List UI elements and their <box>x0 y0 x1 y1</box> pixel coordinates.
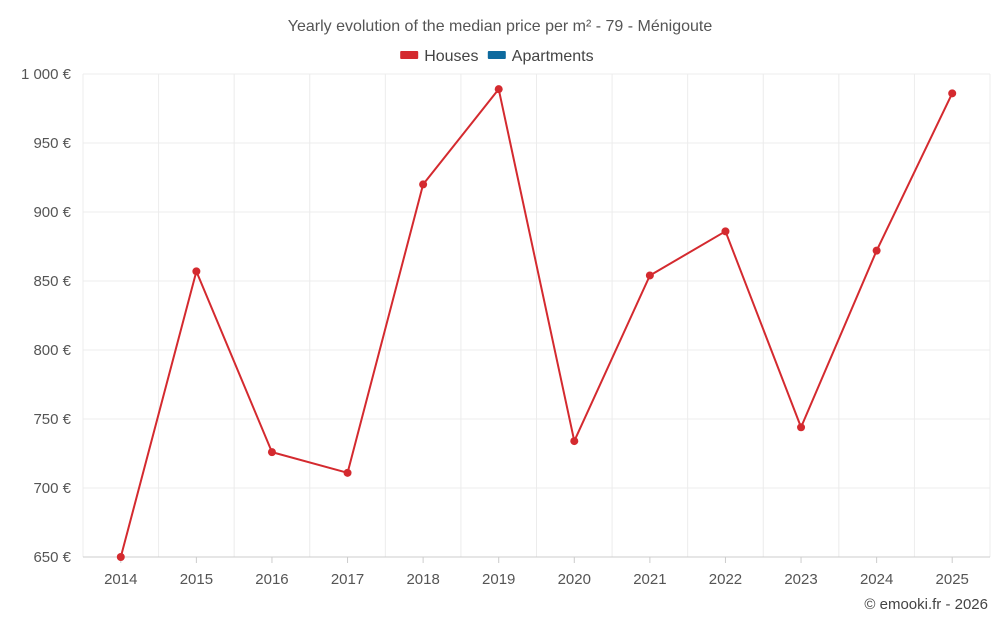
x-axis: 2014 2015 2016 2017 2018 2019 2020 2021 2022 2023… <box>83 556 990 588</box>
y-tick-label: 850 € <box>33 273 71 290</box>
data-point-houses <box>267 448 276 457</box>
x-tick-label: 2014 <box>104 571 137 588</box>
x-tick-label: 2018 <box>406 571 439 588</box>
x-tick-label: 2021 <box>633 571 666 588</box>
x-tick-label: 2017 <box>331 571 364 588</box>
x-tick-label: 2015 <box>180 571 213 588</box>
x-tick-label: 2022 <box>709 571 742 588</box>
series-layer <box>116 85 957 561</box>
y-tick-label: 700 € <box>33 480 71 497</box>
y-tick-label: 900 € <box>33 204 71 221</box>
legend-item-apartments: Apartments <box>487 48 594 65</box>
series-line-houses <box>119 88 954 558</box>
legend-item-houses: Houses <box>400 48 478 65</box>
x-tick-label: 2025 <box>936 571 969 588</box>
x-tick-label: 2024 <box>860 571 893 588</box>
y-tick-label: 950 € <box>33 135 71 152</box>
legend-swatch <box>487 51 506 59</box>
legend-label: Apartments <box>512 48 594 65</box>
y-tick-label: 750 € <box>33 411 71 428</box>
legend-swatch <box>400 51 419 59</box>
credit-text: © emooki.fr - 2026 <box>864 596 988 613</box>
y-tick-label: 800 € <box>33 342 71 359</box>
legend-label: Houses <box>424 48 478 65</box>
data-point-houses <box>343 468 352 477</box>
data-point-houses <box>570 437 579 446</box>
data-point-houses <box>419 180 428 189</box>
y-tick-label: 1 000 € <box>21 66 72 83</box>
data-point-houses <box>645 271 654 280</box>
data-point-houses <box>721 227 730 236</box>
data-point-houses <box>872 246 881 255</box>
legend: Houses Apartments <box>400 48 594 65</box>
y-axis: 650 € 700 € 750 € 800 € 850 € 900 € 950 € 1 000… <box>21 66 72 566</box>
grid <box>82 73 991 558</box>
data-point-houses <box>192 267 201 276</box>
x-tick-label: 2023 <box>784 571 817 588</box>
data-point-houses <box>116 553 125 561</box>
data-point-houses <box>948 89 957 98</box>
chart-title: Yearly evolution of the median price per… <box>288 18 713 35</box>
data-point-houses <box>494 85 503 94</box>
data-point-houses <box>797 423 806 432</box>
x-tick-label: 2020 <box>558 571 591 588</box>
x-tick-label: 2019 <box>482 571 515 588</box>
x-tick-label: 2016 <box>255 571 288 588</box>
y-tick-label: 650 € <box>33 549 71 566</box>
